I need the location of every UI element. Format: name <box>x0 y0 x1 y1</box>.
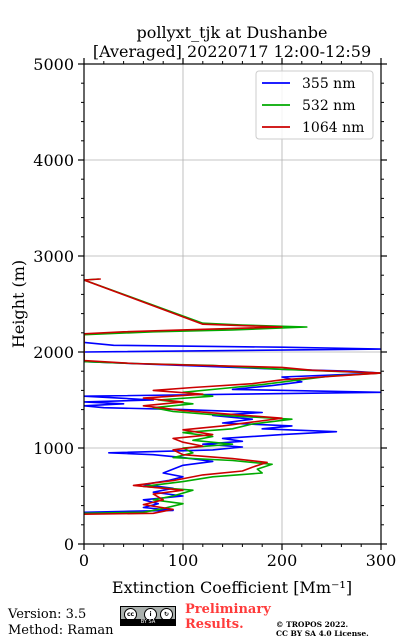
legend-label: 1064 nm <box>302 120 364 136</box>
version-info: Version: 3.5 Method: Raman <box>8 607 114 639</box>
y-tick-label: 1000 <box>33 439 74 458</box>
x-tick-label: 300 <box>366 551 397 570</box>
preliminary-line1: Preliminary <box>185 602 271 617</box>
x-tick-label: 100 <box>168 551 199 570</box>
method-text: Method: Raman <box>8 623 114 638</box>
chart-title-line1: pollyxt_tjk at Dushanbe <box>136 23 327 42</box>
chart-title-line2: [Averaged] 20220717 12:00-12:59 <box>93 42 371 61</box>
x-axis-label: Extinction Coefficient [Mm⁻¹] <box>112 578 352 597</box>
preliminary-results-note: Preliminary Results. <box>185 602 271 632</box>
x-tick-label: 0 <box>79 551 89 570</box>
legend: 355 nm 532 nm 1064 nm <box>255 70 374 140</box>
legend-box <box>255 70 374 140</box>
copyright-note: © TROPOS 2022. CC BY SA 4.0 License. <box>276 620 369 638</box>
by-icon: i <box>144 608 157 621</box>
copyright-line1: © TROPOS 2022. <box>276 620 349 629</box>
version-text: Version: 3.5 <box>8 607 87 622</box>
copyright-line2: CC BY SA 4.0 License. <box>276 629 369 638</box>
extinction-profile-chart: pollyxt_tjk at Dushanbe [Averaged] 20220… <box>9 23 396 597</box>
series-line-355-nm <box>84 341 381 514</box>
y-axis-label: Height (m) <box>9 260 28 348</box>
series-line-1064-nm <box>84 278 381 515</box>
preliminary-line2: Results. <box>185 617 244 632</box>
x-tick-label: 200 <box>267 551 298 570</box>
series-line-532-nm <box>84 278 381 515</box>
plot-area <box>84 278 381 515</box>
y-tick-label: 0 <box>64 535 74 554</box>
axes-frame <box>83 63 382 545</box>
legend-label: 532 nm <box>302 98 355 114</box>
y-tick-label: 4000 <box>33 151 74 170</box>
y-tick-label: 2000 <box>33 343 74 362</box>
license-badge-text: BY SA <box>121 619 175 625</box>
y-tick-label: 3000 <box>33 247 74 266</box>
cc-license-badge: cc i ↻ BY SA <box>120 606 176 626</box>
y-tick-label: 5000 <box>33 55 74 74</box>
legend-label: 355 nm <box>302 76 355 92</box>
